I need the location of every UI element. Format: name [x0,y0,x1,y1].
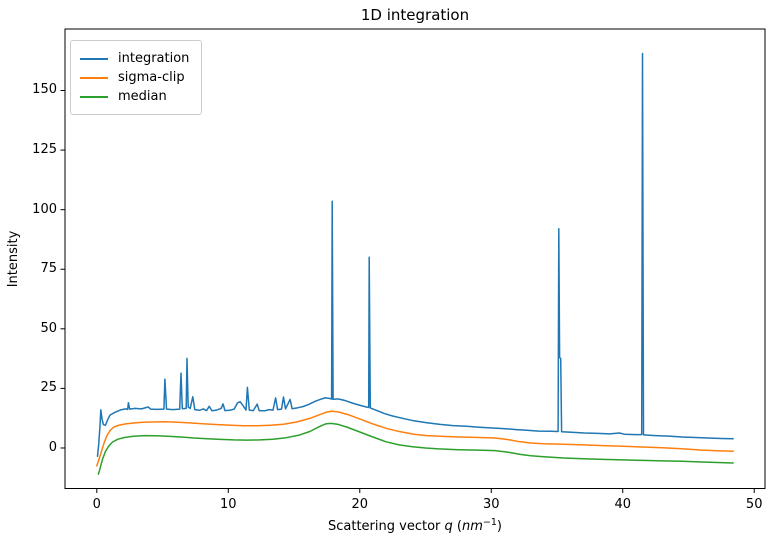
y-tick-label-0: 0 [48,439,57,455]
y-tick-label-100: 100 [32,201,57,217]
legend-label-integration: integration [118,51,190,66]
legend-line-swatch-median [80,95,108,98]
legend-item-integration: integration [80,50,191,67]
y-tick-label-50: 50 [40,320,57,336]
x-tick-label-20: 20 [351,497,369,512]
x-axis-label: Scattering vector q (nm−1) [65,517,765,534]
x-axis-label-exponent: −1 [482,517,497,528]
axes-layer [60,28,766,493]
series-line-integration [96,52,734,458]
curves-layer [96,52,734,475]
y-tick-label-75: 75 [40,261,57,277]
series-line-median [97,422,734,475]
legend-label-sigma-clip: sigma-clip [118,70,185,85]
y-tick-label-125: 125 [32,142,57,158]
x-tick-label-40: 40 [614,497,631,512]
y-tick-label-25: 25 [40,380,57,396]
x-axis-label-variable: q [444,519,453,534]
legend-item-sigma-clip: sigma-clip [80,69,191,86]
x-axis-label-prefix: Scattering vector [328,519,445,534]
series-line-sigma-clip [96,410,734,467]
legend-line-swatch-integration [80,57,108,60]
x-tick-label-0: 0 [92,497,101,512]
axes-spines [64,28,766,489]
x-tick-label-10: 10 [220,497,237,512]
y-tick-label-150: 150 [32,82,57,98]
legend-line-swatch-sigma-clip [80,76,108,79]
x-tick-label-50: 50 [745,497,763,512]
chart-title: 1D integration [360,6,470,24]
x-axis-label-close-paren: ) [496,519,502,534]
legend-box: integration sigma-clip median [70,40,202,115]
x-axis-label-open-paren: ( [452,519,462,534]
x-tick-label-30: 30 [482,497,500,512]
legend-label-median: median [118,89,167,104]
x-axis-label-unit: nm [462,519,483,534]
legend-item-median: median [80,88,191,105]
y-axis-label: Intensity [6,230,21,288]
